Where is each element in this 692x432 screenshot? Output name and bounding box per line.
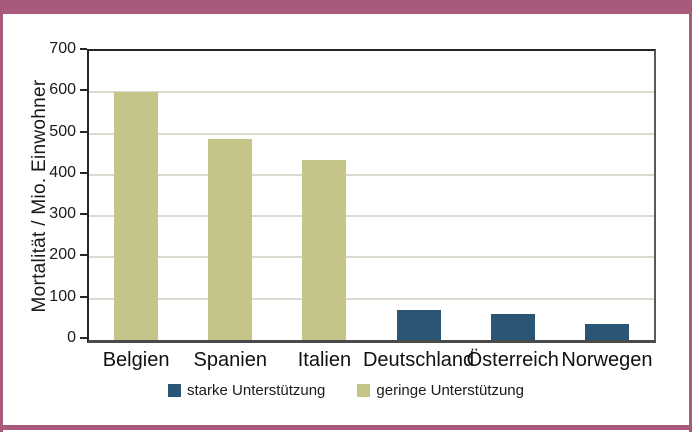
legend-swatch	[168, 383, 181, 397]
y-tick-label-500: 500	[49, 122, 76, 140]
x-label-Deutschland: Deutschland	[362, 349, 475, 371]
y-tick-label-400: 400	[49, 163, 76, 181]
y-tick-0	[80, 337, 87, 339]
bar-Italien	[302, 160, 347, 340]
legend-label: starke Unterstützung	[187, 381, 326, 399]
bar-Österreich	[490, 314, 535, 340]
y-tick-label-700: 700	[49, 40, 76, 57]
legend-item: starke Unterstützung	[168, 382, 325, 399]
y-tick-400	[80, 171, 87, 174]
y-tick-500	[80, 130, 87, 133]
y-tick-label-600: 600	[49, 81, 76, 99]
gridline-300	[89, 215, 654, 218]
y-tick-label-0: 0	[67, 329, 76, 346]
y-tick-label-200: 200	[49, 246, 76, 264]
plot-area	[87, 49, 656, 343]
y-tick-label-100: 100	[49, 287, 76, 305]
legend-swatch	[357, 383, 371, 397]
y-tick-label-300: 300	[49, 205, 76, 223]
x-label-Norwegen: Norwegen	[561, 349, 653, 371]
y-tick-300	[80, 213, 87, 216]
y-axis-title: Mortalität / Mio. Einwohner	[29, 79, 50, 313]
bar-Belgien	[114, 92, 159, 340]
bar-Norwegen	[584, 324, 629, 340]
y-tick-600	[80, 89, 87, 92]
x-label-Belgien: Belgien	[102, 349, 170, 371]
gridline-100	[89, 297, 654, 300]
bar-Deutschland	[396, 310, 441, 340]
legend-item: geringe Unterstützung	[357, 382, 524, 399]
gridline-600	[89, 91, 654, 94]
bar-Spanien	[208, 138, 253, 340]
x-label-Spanien: Spanien	[193, 349, 267, 371]
y-tick-100	[80, 295, 87, 298]
y-tick-200	[80, 254, 87, 257]
legend-label: geringe Unterstützung	[376, 381, 524, 399]
gridline-200	[89, 256, 654, 259]
gridline-500	[89, 132, 654, 135]
x-label-Österreich: Österreich	[466, 349, 559, 371]
gridline-400	[89, 173, 654, 176]
legend: starke Unterstützung geringe Unterstützun…	[0, 381, 692, 399]
y-tick-700	[80, 48, 87, 50]
x-label-Italien: Italien	[297, 349, 352, 371]
